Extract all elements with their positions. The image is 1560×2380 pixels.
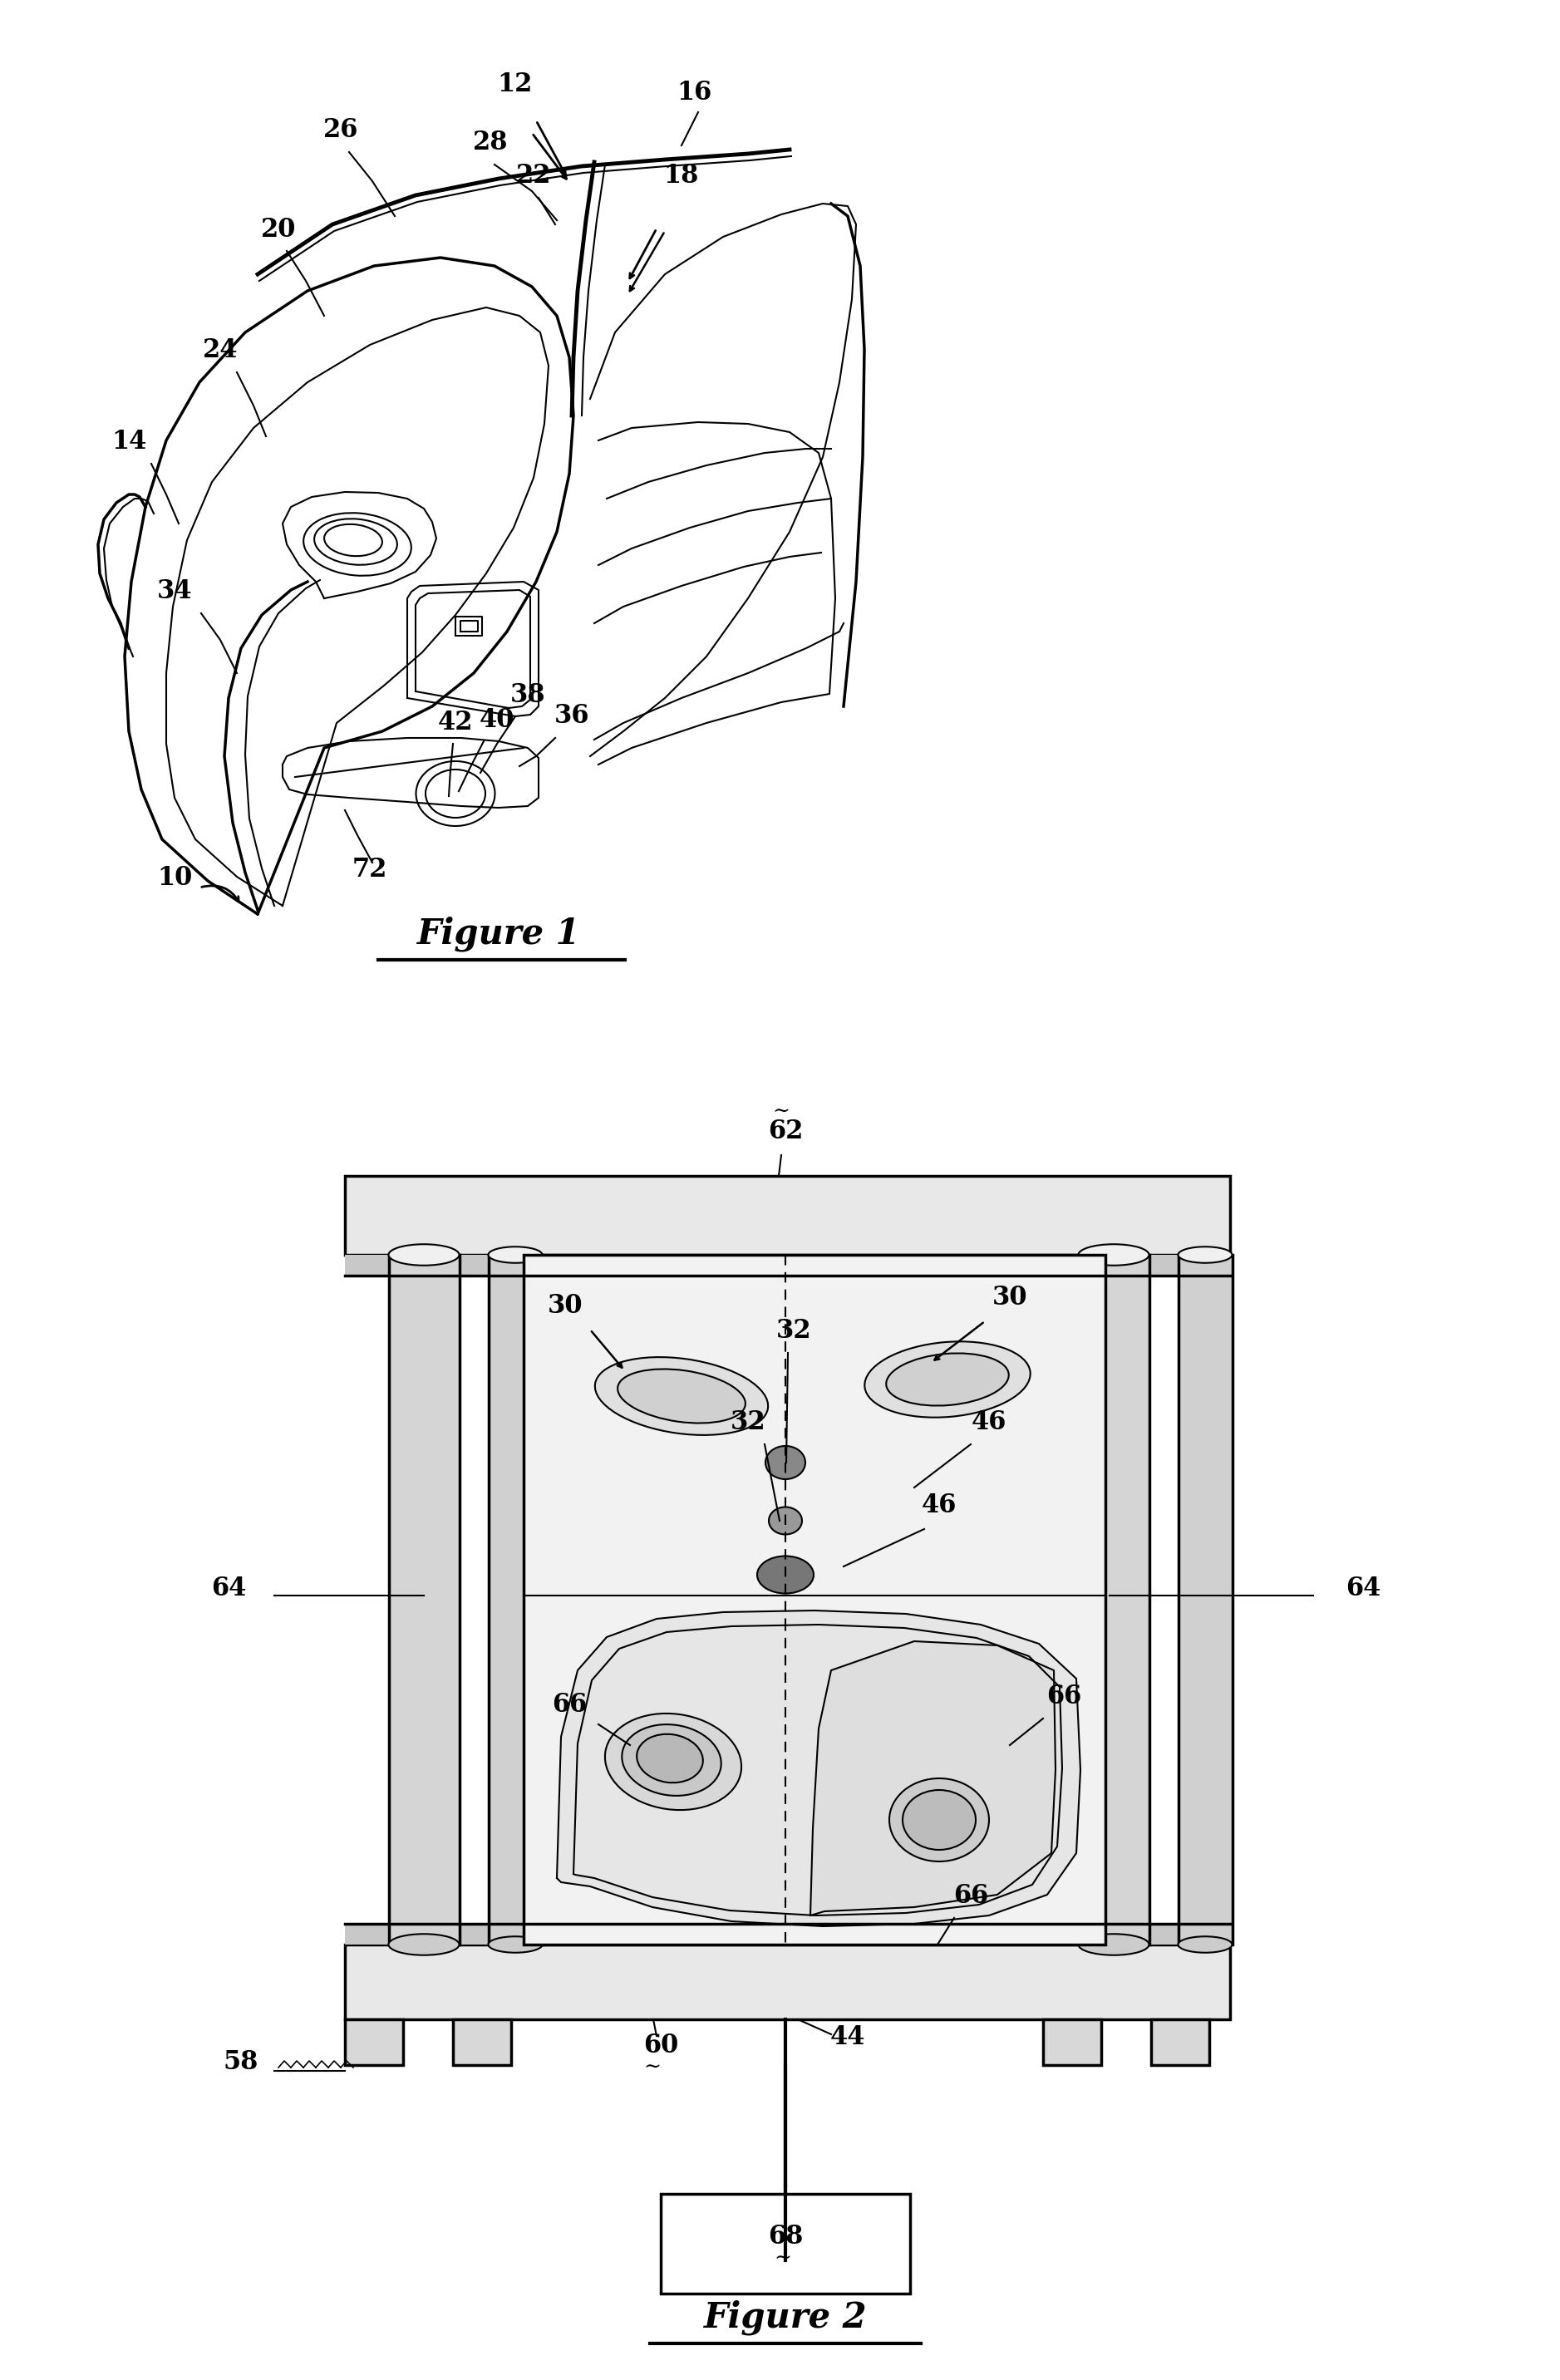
Ellipse shape [903,1790,975,1849]
Ellipse shape [864,1342,1030,1418]
Text: 34: 34 [158,578,192,605]
Ellipse shape [388,1245,459,1266]
Ellipse shape [766,1447,805,1480]
Ellipse shape [1178,1247,1232,1264]
Polygon shape [810,1642,1056,1916]
Text: 66: 66 [953,1883,989,1909]
Text: 26: 26 [323,117,359,143]
Text: 16: 16 [677,81,711,105]
Text: 64: 64 [1345,1576,1381,1602]
Text: 68: 68 [768,2223,803,2249]
Text: 46: 46 [972,1409,1006,1435]
Text: 66: 66 [552,1692,587,1718]
Text: 24: 24 [203,338,239,364]
Polygon shape [345,1923,1229,1944]
Text: 62: 62 [768,1119,803,1145]
Polygon shape [345,1254,1229,1276]
FancyBboxPatch shape [524,1254,1106,1944]
Text: Figure 1: Figure 1 [417,916,580,952]
Text: 14: 14 [111,428,147,455]
Ellipse shape [886,1354,1009,1407]
Ellipse shape [488,1937,543,1952]
FancyBboxPatch shape [1178,1254,1232,1944]
Text: ∼: ∼ [774,2249,791,2268]
Text: 60: 60 [643,2033,679,2059]
Text: ∼: ∼ [772,1102,789,1121]
Ellipse shape [769,1507,802,1535]
Text: 66: 66 [1047,1683,1081,1709]
Text: 32: 32 [730,1409,766,1435]
Text: 20: 20 [261,217,296,243]
FancyBboxPatch shape [345,2018,402,2066]
Ellipse shape [605,1714,741,1811]
Ellipse shape [388,1935,459,1954]
Text: 30: 30 [992,1285,1028,1311]
FancyBboxPatch shape [452,2018,512,2066]
Ellipse shape [1178,1937,1232,1952]
Ellipse shape [594,1357,768,1435]
Text: 10: 10 [158,864,192,890]
Text: 40: 40 [479,707,515,733]
FancyBboxPatch shape [1080,1254,1150,1944]
FancyBboxPatch shape [488,1254,543,1944]
Text: Figure 2: Figure 2 [704,2299,867,2335]
Ellipse shape [1078,1245,1150,1266]
Text: 38: 38 [510,683,546,707]
Text: 42: 42 [438,709,473,735]
Ellipse shape [1078,1935,1150,1954]
Text: 72: 72 [353,857,387,883]
FancyBboxPatch shape [388,1254,460,1944]
FancyBboxPatch shape [345,1176,1229,1254]
Text: 30: 30 [548,1292,583,1319]
Text: 22: 22 [516,162,551,188]
Ellipse shape [757,1557,814,1595]
Text: 18: 18 [665,162,699,188]
Text: 32: 32 [775,1319,811,1345]
FancyBboxPatch shape [345,1944,1229,2018]
FancyBboxPatch shape [1044,2018,1101,2066]
Text: 58: 58 [223,2049,259,2075]
Ellipse shape [488,1247,543,1264]
Text: 12: 12 [498,71,534,98]
Polygon shape [557,1611,1081,1925]
Text: 28: 28 [473,129,509,155]
Text: ∼: ∼ [644,2059,661,2078]
Text: 36: 36 [554,702,590,728]
FancyBboxPatch shape [1151,2018,1209,2066]
Ellipse shape [622,1726,721,1797]
Ellipse shape [636,1735,704,1783]
Text: 44: 44 [830,2025,866,2049]
Text: 46: 46 [922,1492,956,1518]
Text: 64: 64 [211,1576,246,1602]
Ellipse shape [618,1368,746,1423]
Ellipse shape [889,1778,989,1861]
